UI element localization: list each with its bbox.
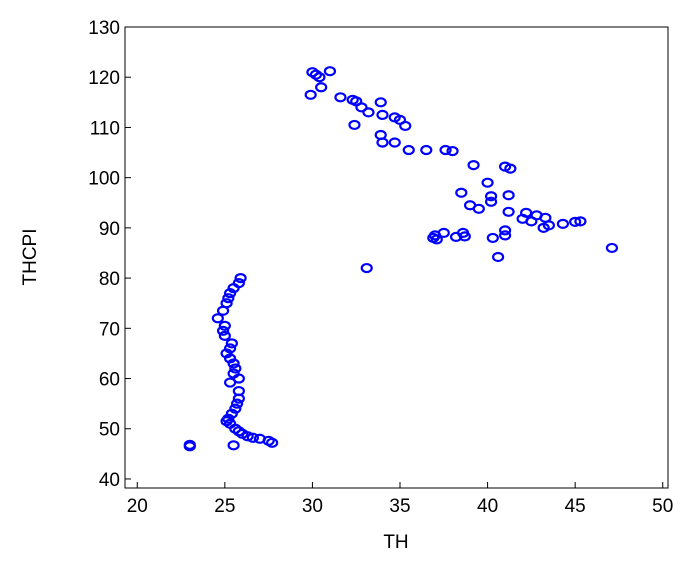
- point: [439, 144, 452, 156]
- y-tick-label: 120: [88, 68, 120, 89]
- y-tick-label: 110: [90, 118, 120, 139]
- x-tick-label: 25: [214, 496, 235, 517]
- point: [537, 222, 550, 233]
- point: [484, 196, 498, 207]
- point: [223, 343, 237, 354]
- point: [229, 423, 242, 434]
- point: [402, 144, 415, 156]
- point: [183, 441, 196, 452]
- point: [467, 159, 480, 171]
- point: [525, 216, 538, 227]
- point: [362, 107, 375, 118]
- point: [376, 137, 389, 148]
- point: [556, 218, 570, 229]
- point: [376, 109, 389, 120]
- y-axis-label: THCPI: [20, 229, 41, 286]
- point: [223, 288, 237, 299]
- point: [211, 313, 224, 324]
- point: [309, 69, 323, 80]
- y-tick-label: 60: [99, 370, 120, 391]
- point: [499, 230, 512, 241]
- point: [388, 137, 401, 148]
- point: [225, 338, 238, 349]
- point: [216, 325, 230, 336]
- point: [446, 145, 459, 157]
- point: [231, 398, 244, 409]
- point: [569, 216, 582, 227]
- point: [504, 163, 517, 174]
- point: [334, 92, 347, 103]
- point: [304, 89, 317, 100]
- point: [449, 231, 463, 243]
- point: [227, 358, 240, 369]
- point: [458, 231, 471, 242]
- point: [323, 66, 337, 77]
- y-tick-label: 130: [88, 18, 120, 39]
- point: [218, 330, 231, 341]
- point: [420, 144, 433, 156]
- x-tick-label: 40: [477, 496, 498, 517]
- point: [246, 432, 259, 443]
- plot-frame: [124, 26, 669, 489]
- y-tick-label: 80: [99, 269, 120, 290]
- point: [234, 272, 247, 284]
- point: [502, 190, 515, 201]
- x-tick-label: 35: [389, 496, 410, 517]
- point: [266, 437, 279, 448]
- y-tick-label: 50: [99, 420, 120, 441]
- point: [491, 251, 505, 263]
- point: [216, 305, 230, 316]
- point: [229, 403, 242, 414]
- y-tick-label: 90: [99, 219, 120, 240]
- y-tick-label: 40: [99, 470, 120, 491]
- point: [223, 377, 237, 388]
- point: [355, 102, 368, 113]
- point: [605, 242, 619, 254]
- point: [360, 262, 373, 274]
- point: [455, 187, 468, 198]
- point: [232, 426, 245, 437]
- point: [227, 440, 240, 451]
- y-tick-label: 100: [88, 169, 120, 190]
- point: [502, 206, 515, 217]
- point: [229, 363, 242, 374]
- point: [218, 320, 231, 331]
- point: [227, 283, 240, 294]
- point: [484, 191, 498, 202]
- point: [499, 225, 512, 236]
- y-tick-label: 70: [99, 319, 120, 340]
- point: [306, 67, 319, 78]
- x-tick-label: 50: [652, 496, 673, 517]
- point: [315, 82, 328, 93]
- point: [222, 293, 235, 304]
- point: [399, 120, 412, 132]
- point: [348, 119, 361, 131]
- point: [232, 393, 245, 404]
- point: [481, 177, 494, 188]
- point: [472, 203, 485, 214]
- point: [574, 216, 587, 227]
- point: [220, 348, 233, 359]
- point: [220, 416, 233, 427]
- x-axis-label: TH: [383, 532, 408, 553]
- point: [225, 408, 238, 419]
- point: [313, 72, 326, 83]
- point: [223, 353, 237, 364]
- point: [430, 234, 443, 245]
- x-tick-label: 30: [302, 496, 323, 517]
- x-tick-label: 45: [565, 496, 586, 517]
- point: [486, 232, 499, 244]
- point: [374, 97, 387, 108]
- x-tick-label: 20: [127, 496, 148, 517]
